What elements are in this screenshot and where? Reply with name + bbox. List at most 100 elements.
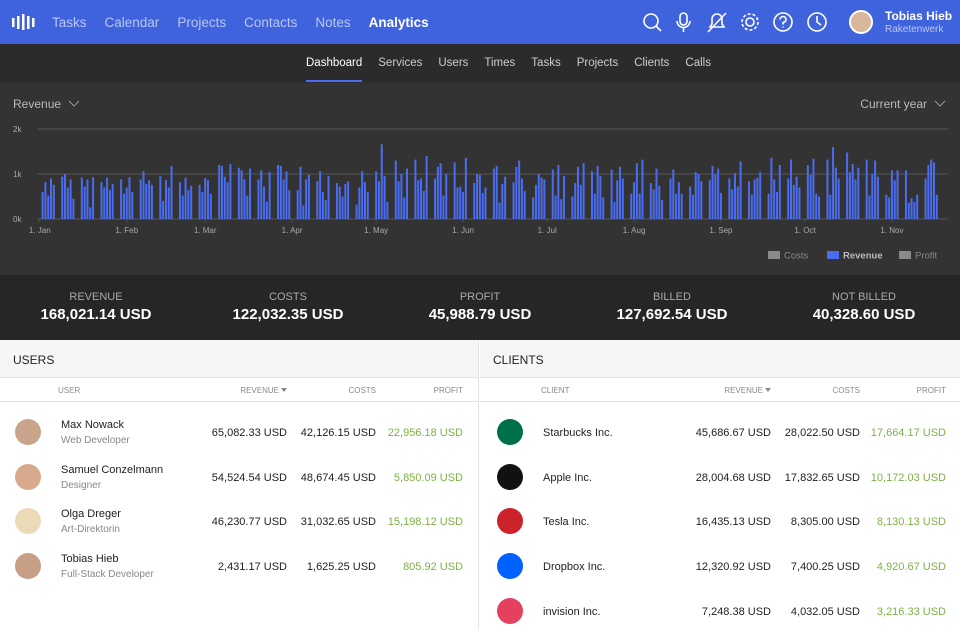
- bar: [221, 165, 224, 219]
- bar: [319, 171, 322, 219]
- bar: [484, 187, 487, 219]
- bar: [380, 144, 383, 219]
- legend-swatch[interactable]: [768, 251, 780, 259]
- costs: 42,126.15 USD: [300, 427, 376, 439]
- profit: 5,850.09 USD: [393, 471, 463, 484]
- settings-icon[interactable]: [741, 13, 759, 31]
- name: Tesla Inc.: [543, 516, 590, 529]
- legend-label[interactable]: Revenue: [843, 251, 883, 262]
- bar: [935, 194, 938, 219]
- bar: [209, 193, 212, 219]
- bar: [924, 178, 927, 219]
- column-header[interactable]: COSTS: [832, 386, 860, 395]
- sub-nav-item[interactable]: Users: [438, 57, 469, 69]
- column-header[interactable]: REVENUE: [240, 386, 287, 395]
- bar: [818, 196, 821, 219]
- bar: [237, 167, 240, 219]
- column-header[interactable]: PROFIT: [916, 386, 946, 395]
- column-header[interactable]: REVENUE: [724, 386, 771, 395]
- bar: [307, 174, 310, 219]
- kpi-label: PROFIT: [459, 291, 501, 303]
- sub-nav-item[interactable]: Calls: [685, 57, 711, 69]
- sub-nav-item[interactable]: Tasks: [531, 57, 561, 69]
- sub-nav-item[interactable]: Projects: [576, 57, 619, 69]
- nav-item[interactable]: Notes: [315, 14, 351, 30]
- bar: [361, 171, 364, 219]
- bar: [150, 184, 153, 219]
- bar: [249, 168, 252, 219]
- bar: [263, 186, 266, 219]
- bar: [593, 193, 596, 219]
- chevron: [68, 100, 80, 107]
- search-icon[interactable]: [643, 13, 662, 32]
- sub-nav-item[interactable]: Clients: [634, 57, 670, 69]
- bar: [131, 192, 134, 219]
- table-row[interactable]: Tesla Inc. 16,435.13 USD 8,305.00 USD 8,130…: [480, 499, 960, 544]
- help-icon[interactable]: [773, 12, 793, 32]
- panel-title: CLIENTS: [480, 340, 960, 378]
- top-bar: Tasks Calendar Projects Contacts Notes Analyt…: [0, 0, 960, 44]
- bar: [871, 174, 874, 219]
- table-row[interactable]: Olga Dreger Art-Direktorin 46,230.77 USD 31…: [0, 499, 478, 544]
- legend-label[interactable]: Costs: [784, 251, 809, 262]
- bar: [930, 159, 933, 219]
- sub-nav-item[interactable]: Times: [484, 57, 516, 69]
- column-header[interactable]: USER: [58, 386, 81, 395]
- table-row[interactable]: invision Inc. 7,248.38 USD 4,032.05 USD 3,2…: [480, 589, 960, 634]
- table-row[interactable]: Dropbox Inc. 12,320.92 USD 7,400.25 USD 4,9…: [480, 544, 960, 589]
- bar: [324, 200, 327, 219]
- bar: [204, 178, 207, 219]
- table-row[interactable]: Tobias Hieb Full-Stack Developer 2,431.17 …: [0, 544, 478, 589]
- nav-item[interactable]: Tasks: [52, 14, 87, 30]
- legend-label[interactable]: Profit: [915, 251, 938, 262]
- notifications-icon[interactable]: [707, 12, 727, 33]
- y-tick-label: 1k: [13, 170, 22, 179]
- bar: [52, 184, 55, 219]
- x-tick-label: 1. Oct: [794, 226, 816, 235]
- costs: 28,022.50 USD: [784, 427, 860, 439]
- user-avatar[interactable]: [849, 10, 873, 34]
- logo[interactable]: [12, 13, 38, 31]
- nav-item[interactable]: Calendar: [104, 14, 160, 30]
- bar: [677, 182, 680, 219]
- column-header[interactable]: CLIENT: [541, 386, 570, 395]
- sub-nav-item[interactable]: Services: [378, 57, 423, 69]
- bar: [400, 174, 403, 219]
- bar: [904, 170, 907, 219]
- table-row[interactable]: Max Nowack Web Developer 65,082.33 USD 42,1…: [0, 410, 478, 455]
- table-row[interactable]: Starbucks Inc. 45,686.67 USD 28,022.50 USD…: [480, 410, 960, 455]
- bar: [680, 193, 683, 219]
- column-headers: USER REVENUE COSTS PROFIT: [0, 378, 478, 402]
- column-header[interactable]: COSTS: [348, 386, 376, 395]
- bar: [240, 170, 243, 219]
- avatar: [15, 463, 41, 490]
- mic-icon[interactable]: [676, 12, 691, 32]
- legend-swatch[interactable]: [827, 251, 839, 259]
- legend-swatch[interactable]: [899, 251, 911, 259]
- bar: [792, 184, 795, 219]
- period-selector[interactable]: Current year: [860, 97, 927, 111]
- user-name: Tobias Hieb: [885, 9, 953, 23]
- bar: [532, 197, 535, 219]
- bar: [798, 187, 801, 219]
- bar: [394, 160, 397, 219]
- table-row[interactable]: Apple Inc. 28,004.68 USD 17,832.65 USD 10,1…: [480, 455, 960, 500]
- revenue: 16,435.13 USD: [695, 516, 771, 529]
- sub-nav-item[interactable]: Dashboard: [306, 44, 363, 83]
- bar: [557, 165, 560, 219]
- table-row[interactable]: Samuel Conzelmann Designer 54,524.54 USD 48…: [0, 455, 478, 500]
- costs: 8,305.00 USD: [790, 516, 860, 529]
- nav-item[interactable]: Contacts: [244, 14, 298, 30]
- x-tick-label: 1. Feb: [115, 226, 138, 235]
- bar: [386, 201, 389, 219]
- profit: 10,172.03 USD: [870, 471, 946, 484]
- bar: [750, 194, 753, 219]
- nav-item[interactable]: Analytics: [368, 14, 429, 30]
- bar: [767, 193, 770, 219]
- column-header[interactable]: PROFIT: [433, 386, 463, 395]
- bar: [501, 183, 504, 219]
- name: Tobias Hieb: [61, 553, 119, 566]
- time-icon[interactable]: [807, 12, 827, 32]
- nav-item[interactable]: Projects: [177, 14, 227, 30]
- metric-selector[interactable]: Revenue: [13, 97, 61, 111]
